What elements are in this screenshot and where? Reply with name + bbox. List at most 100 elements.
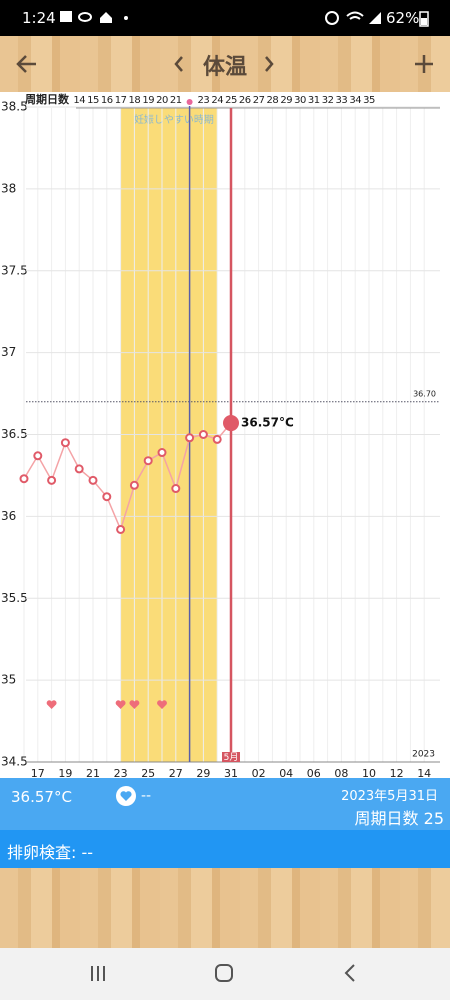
prev-button[interactable] <box>172 54 186 74</box>
point <box>116 524 126 534</box>
cycle-day: 33 <box>336 95 348 106</box>
x-tick-label: 08 <box>334 767 348 778</box>
recent-button[interactable] <box>91 966 105 981</box>
cycle-day: 25 <box>225 95 237 106</box>
cycle-day: 23 <box>198 95 210 106</box>
y-tick-label: 38.5 <box>1 100 28 114</box>
cycle-day: 35 <box>363 95 375 106</box>
y-tick-label: 38 <box>1 181 16 195</box>
battery-icon <box>419 11 429 27</box>
y-tick-label: 36 <box>1 509 16 523</box>
point <box>19 474 29 484</box>
x-tick-label: 21 <box>86 767 100 778</box>
chart-area: 妊娠しやすい時期 34.5 35 35.5 36 36.5 37 37.5 38 38.5 周期日数… <box>0 92 450 780</box>
cycle-day: 30 <box>294 95 306 106</box>
point <box>185 433 195 443</box>
point <box>143 456 153 466</box>
x-tick-label: 27 <box>169 767 183 778</box>
y-tick-label: 35 <box>1 673 16 687</box>
battery: 62% <box>386 9 420 27</box>
temperature-line <box>23 422 232 532</box>
back-nav-button[interactable] <box>344 964 355 982</box>
cycle-day: 20 <box>156 95 168 106</box>
point <box>33 451 43 461</box>
status-icons <box>60 11 128 23</box>
current-point <box>223 415 239 432</box>
heart <box>157 700 167 709</box>
heart <box>46 700 57 709</box>
cycle-day: 29 <box>280 95 292 106</box>
y-tick-label: 37 <box>1 345 16 359</box>
point <box>60 438 70 448</box>
fertile-label: 妊娠しやすい時期 <box>134 113 214 126</box>
heart-icon[interactable] <box>115 785 137 807</box>
cycle-day: 14 <box>73 95 85 106</box>
x-tick-label: 17 <box>31 767 45 778</box>
cycle-day: 周期日数 25 <box>354 809 444 828</box>
x-tick-label: 19 <box>58 767 72 778</box>
cycle-day: 27 <box>253 95 265 106</box>
cycle-day: 26 <box>239 95 251 106</box>
point <box>212 434 222 444</box>
add-button[interactable] <box>412 52 436 76</box>
cycle-day: 21 <box>170 95 182 106</box>
point <box>47 475 57 485</box>
heart-value: -- <box>141 788 152 804</box>
cycle-day: 34 <box>349 95 361 106</box>
temperature: 36.57°C <box>11 788 72 806</box>
cycle-day: 16 <box>101 95 113 106</box>
y-tick-label: 37.5 <box>1 263 28 277</box>
status-bar: 1:24 62% <box>0 0 450 36</box>
y-tick-label: 35.5 <box>1 591 28 605</box>
header: 体温 <box>0 36 450 92</box>
chart: 妊娠しやすい時期 34.5 35 35.5 36 36.5 37 37.5 38 38.5周期日数… <box>1 92 440 780</box>
x-tick-label: 25 <box>141 767 155 778</box>
cycle-day: 31 <box>308 95 320 106</box>
cycle-day: 24 <box>211 95 223 106</box>
cycle-day: 28 <box>267 95 279 106</box>
value-label: 36.57°C <box>241 416 294 430</box>
x-tick-label: 14 <box>417 767 431 778</box>
x-tick-label: 12 <box>390 767 404 778</box>
ovulation-bar: 排卵検査: -- <box>0 830 450 868</box>
info-bar: 36.57°C -- 2023年5月31日 周期日数 25 <box>0 778 450 830</box>
page-title: 体温 <box>203 55 248 80</box>
year-label: 2023 <box>412 750 435 760</box>
point <box>88 475 98 485</box>
point <box>129 480 139 490</box>
ovulation-dot <box>186 99 193 105</box>
system-icons <box>325 11 381 25</box>
nav-bar <box>0 948 450 1000</box>
cycle-day: 15 <box>87 95 99 106</box>
point <box>198 430 208 439</box>
month-box <box>222 752 240 762</box>
point <box>157 448 167 458</box>
home-button[interactable] <box>215 964 233 982</box>
heart <box>129 700 140 709</box>
cycle-day: 32 <box>322 95 334 106</box>
date: 2023年5月31日 <box>341 789 438 804</box>
cycle-label: 周期日数 <box>25 92 70 106</box>
time: 1:24 <box>22 9 56 27</box>
cycle-day: 19 <box>142 95 154 106</box>
x-tick-label: 06 <box>307 767 321 778</box>
back-button[interactable] <box>14 52 40 76</box>
point <box>102 492 112 502</box>
cycle-day: 18 <box>129 95 141 106</box>
x-tick-label: 02 <box>252 767 266 778</box>
x-tick-label: 04 <box>279 767 293 778</box>
ovulation-test[interactable]: 排卵検査: -- <box>7 843 94 862</box>
x-tick-label: 23 <box>114 767 128 778</box>
y-tick-label: 34.5 <box>1 755 28 769</box>
x-tick-label: 10 <box>362 767 376 778</box>
heart <box>115 700 126 709</box>
next-button[interactable] <box>262 54 276 74</box>
y-tick-label: 36.5 <box>1 427 28 441</box>
point <box>171 484 181 494</box>
threshold-label: 36.70 <box>413 389 436 398</box>
point <box>74 464 84 474</box>
cycle-day: 17 <box>115 95 127 106</box>
x-tick-label: 31 <box>224 767 238 778</box>
nav-icons <box>91 964 355 982</box>
